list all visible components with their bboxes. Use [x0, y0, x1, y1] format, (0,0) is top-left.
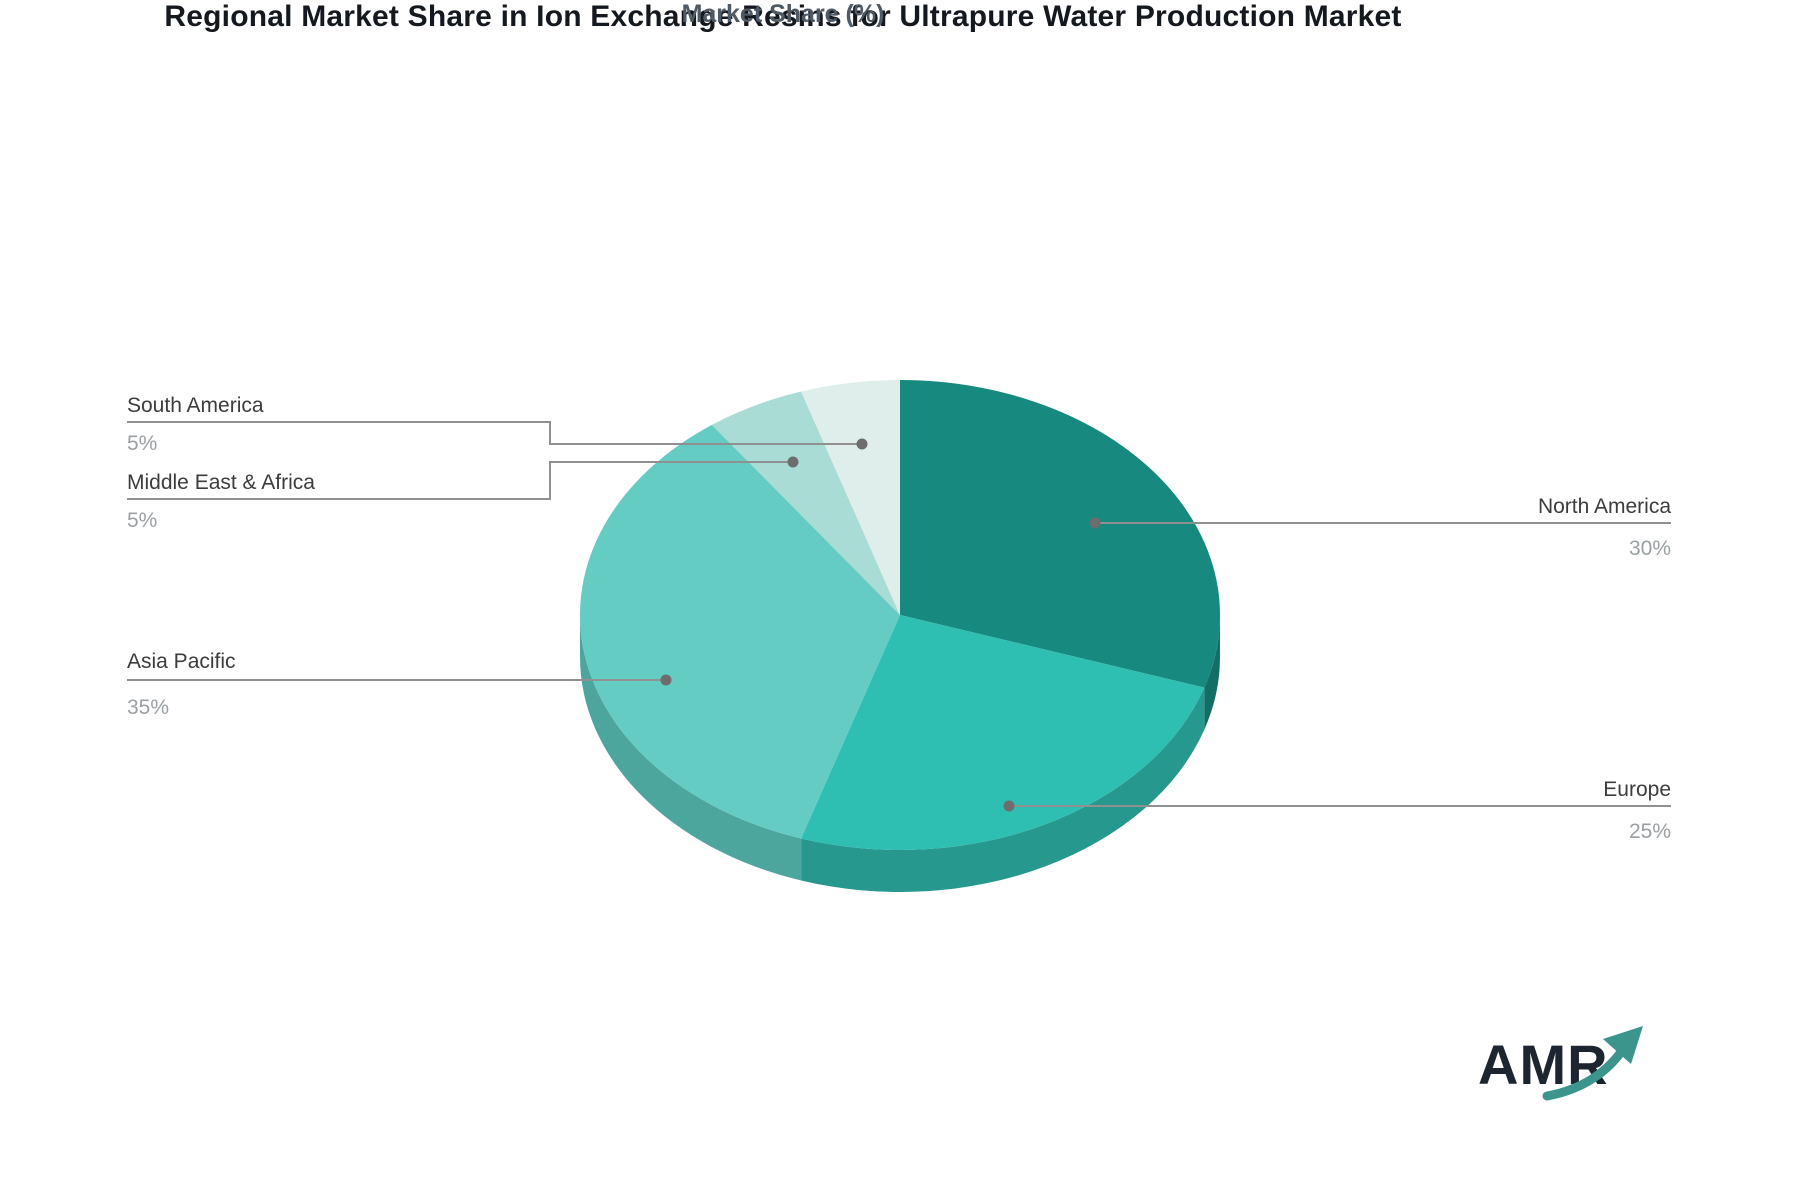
pie-slice-europe[interactable]	[801, 615, 1205, 850]
slice-value-asia-pacific: 35%	[127, 696, 169, 719]
slice-label-north-america: North America	[1538, 495, 1671, 518]
slice-label-europe: Europe	[1603, 778, 1671, 801]
pie-slice-asia-pacific[interactable]	[580, 424, 900, 839]
leader-line-south-america	[127, 421, 862, 445]
label-dot-north-america	[1089, 517, 1101, 529]
slice-label-south-america: South America	[127, 394, 264, 417]
slice-value-middle-east-africa: 5%	[127, 509, 157, 532]
pie-slice-side-asia-pacific	[580, 615, 802, 881]
pie-slice-south-america[interactable]	[801, 380, 900, 615]
leader-line-middle-east-africa	[127, 461, 793, 500]
label-dot-middle-east-africa	[787, 456, 799, 468]
label-dot-europe	[1003, 800, 1015, 812]
label-dot-asia-pacific	[660, 674, 672, 686]
page-title: Regional Market Share in Ion Exchange Re…	[164, 0, 1402, 33]
pie-slice-middle-east-africa[interactable]	[711, 391, 900, 615]
slice-value-south-america: 5%	[127, 432, 157, 455]
label-dot-south-america	[856, 438, 868, 450]
slice-label-asia-pacific: Asia Pacific	[127, 650, 236, 673]
pie-slice-side-north-america	[1204, 615, 1220, 730]
slice-value-north-america: 30%	[1629, 537, 1671, 560]
pie-slice-side-europe	[801, 687, 1205, 892]
pie-slice-north-america[interactable]	[900, 380, 1221, 688]
slice-value-europe: 25%	[1629, 820, 1671, 843]
chart-subtitle: Market Share (%)	[681, 0, 885, 28]
logo-arrow-icon	[1542, 1026, 1643, 1101]
slice-label-middle-east-africa: Middle East & Africa	[127, 471, 315, 494]
